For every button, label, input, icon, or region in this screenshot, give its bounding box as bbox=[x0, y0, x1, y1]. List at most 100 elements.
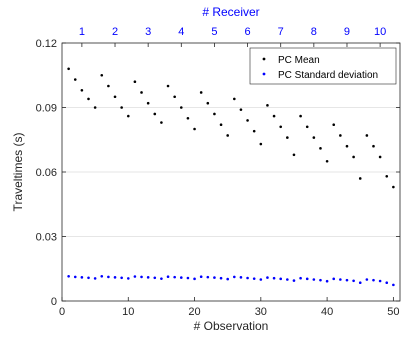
x-axis-title: # Observation bbox=[194, 319, 269, 333]
data-point bbox=[213, 276, 216, 279]
data-points bbox=[67, 67, 395, 287]
legend-label-pc-standard-deviation: PC Standard deviation bbox=[278, 70, 378, 81]
top-tick-label: 1 bbox=[79, 26, 85, 38]
axis-ticks: 0 0.03 0.06 0.09 0.12 0 10 20 30 40 50 1 2 3 4 5 6 7 8 9 10 bbox=[36, 26, 400, 318]
y-tick-label: 0.03 bbox=[36, 232, 57, 244]
data-point bbox=[206, 101, 210, 105]
legend-box bbox=[249, 47, 397, 85]
top-axis-title: # Receiver bbox=[202, 5, 259, 19]
data-point bbox=[392, 185, 395, 189]
data-point bbox=[312, 136, 316, 139]
data-point bbox=[259, 278, 263, 281]
data-point bbox=[93, 277, 97, 280]
data-point bbox=[286, 278, 289, 281]
data-point bbox=[219, 123, 223, 126]
data-point bbox=[80, 89, 84, 92]
data-point bbox=[226, 277, 229, 281]
data-point bbox=[332, 277, 336, 281]
data-point bbox=[372, 144, 375, 148]
top-tick-label: 10 bbox=[374, 26, 386, 38]
data-point bbox=[345, 144, 349, 148]
x-tick-label: 20 bbox=[188, 306, 200, 318]
y-tick-label: 0 bbox=[51, 296, 57, 308]
data-point bbox=[378, 155, 382, 159]
data-point bbox=[166, 84, 170, 88]
data-point bbox=[87, 276, 90, 280]
data-point bbox=[153, 112, 157, 116]
data-point bbox=[339, 134, 342, 137]
data-point bbox=[365, 278, 369, 281]
data-point bbox=[319, 147, 322, 150]
y-tick-label: 0.09 bbox=[36, 103, 57, 115]
data-point bbox=[153, 276, 157, 280]
data-point bbox=[252, 129, 256, 133]
data-point bbox=[272, 114, 276, 118]
data-point bbox=[312, 278, 316, 281]
data-point bbox=[199, 275, 203, 279]
data-point bbox=[199, 91, 203, 94]
top-tick-label: 6 bbox=[245, 26, 251, 38]
data-point bbox=[107, 275, 110, 279]
data-point bbox=[173, 275, 176, 279]
data-point bbox=[365, 134, 369, 137]
data-point bbox=[233, 275, 236, 279]
y-axis-title: Traveltimes (s) bbox=[11, 133, 25, 212]
x-tick-label: 0 bbox=[59, 306, 65, 318]
data-point bbox=[193, 277, 196, 281]
data-point bbox=[325, 159, 329, 163]
data-point bbox=[325, 279, 329, 283]
data-point bbox=[246, 119, 249, 122]
series-pc-standard-deviation bbox=[67, 274, 395, 287]
data-point bbox=[113, 276, 117, 279]
data-point bbox=[385, 175, 389, 178]
data-point bbox=[179, 106, 183, 109]
data-point bbox=[299, 276, 302, 280]
data-point bbox=[126, 277, 130, 280]
data-point bbox=[352, 155, 355, 159]
data-point bbox=[239, 276, 243, 279]
data-point bbox=[120, 106, 123, 109]
legend-marker-pc-standard-deviation bbox=[262, 72, 266, 76]
data-point bbox=[133, 275, 137, 278]
data-point bbox=[100, 274, 104, 278]
data-point bbox=[339, 278, 342, 281]
top-tick-label: 3 bbox=[145, 26, 151, 38]
data-point bbox=[266, 104, 269, 107]
data-point bbox=[87, 97, 90, 101]
data-point bbox=[160, 121, 163, 124]
data-point bbox=[186, 276, 190, 280]
data-point bbox=[113, 95, 117, 99]
data-point bbox=[332, 123, 336, 126]
data-point bbox=[146, 276, 150, 279]
data-point bbox=[126, 114, 130, 118]
data-point bbox=[107, 84, 110, 88]
data-point bbox=[186, 116, 190, 120]
data-point bbox=[272, 276, 276, 280]
data-point bbox=[213, 112, 216, 116]
series-pc-mean bbox=[67, 67, 395, 189]
top-tick-label: 7 bbox=[278, 26, 284, 38]
data-point bbox=[140, 91, 143, 94]
data-point bbox=[160, 277, 163, 280]
data-point bbox=[259, 142, 263, 146]
top-tick-label: 2 bbox=[112, 26, 118, 38]
data-point bbox=[292, 153, 296, 157]
data-point bbox=[392, 283, 395, 287]
data-point bbox=[67, 67, 70, 71]
data-point bbox=[305, 277, 309, 281]
top-tick-label: 5 bbox=[211, 26, 217, 38]
data-point bbox=[239, 108, 243, 111]
data-point bbox=[133, 80, 137, 83]
data-point bbox=[286, 136, 289, 139]
data-point bbox=[345, 278, 349, 282]
data-point bbox=[385, 281, 389, 285]
data-point bbox=[305, 125, 309, 129]
legend-label-pc-mean: PC Mean bbox=[278, 55, 320, 66]
data-point bbox=[206, 275, 210, 279]
legend-marker-pc-mean bbox=[262, 57, 266, 61]
top-tick-label: 9 bbox=[344, 26, 350, 38]
data-point bbox=[266, 276, 269, 279]
y-tick-label: 0.06 bbox=[36, 167, 57, 179]
x-tick-label: 10 bbox=[122, 306, 134, 318]
